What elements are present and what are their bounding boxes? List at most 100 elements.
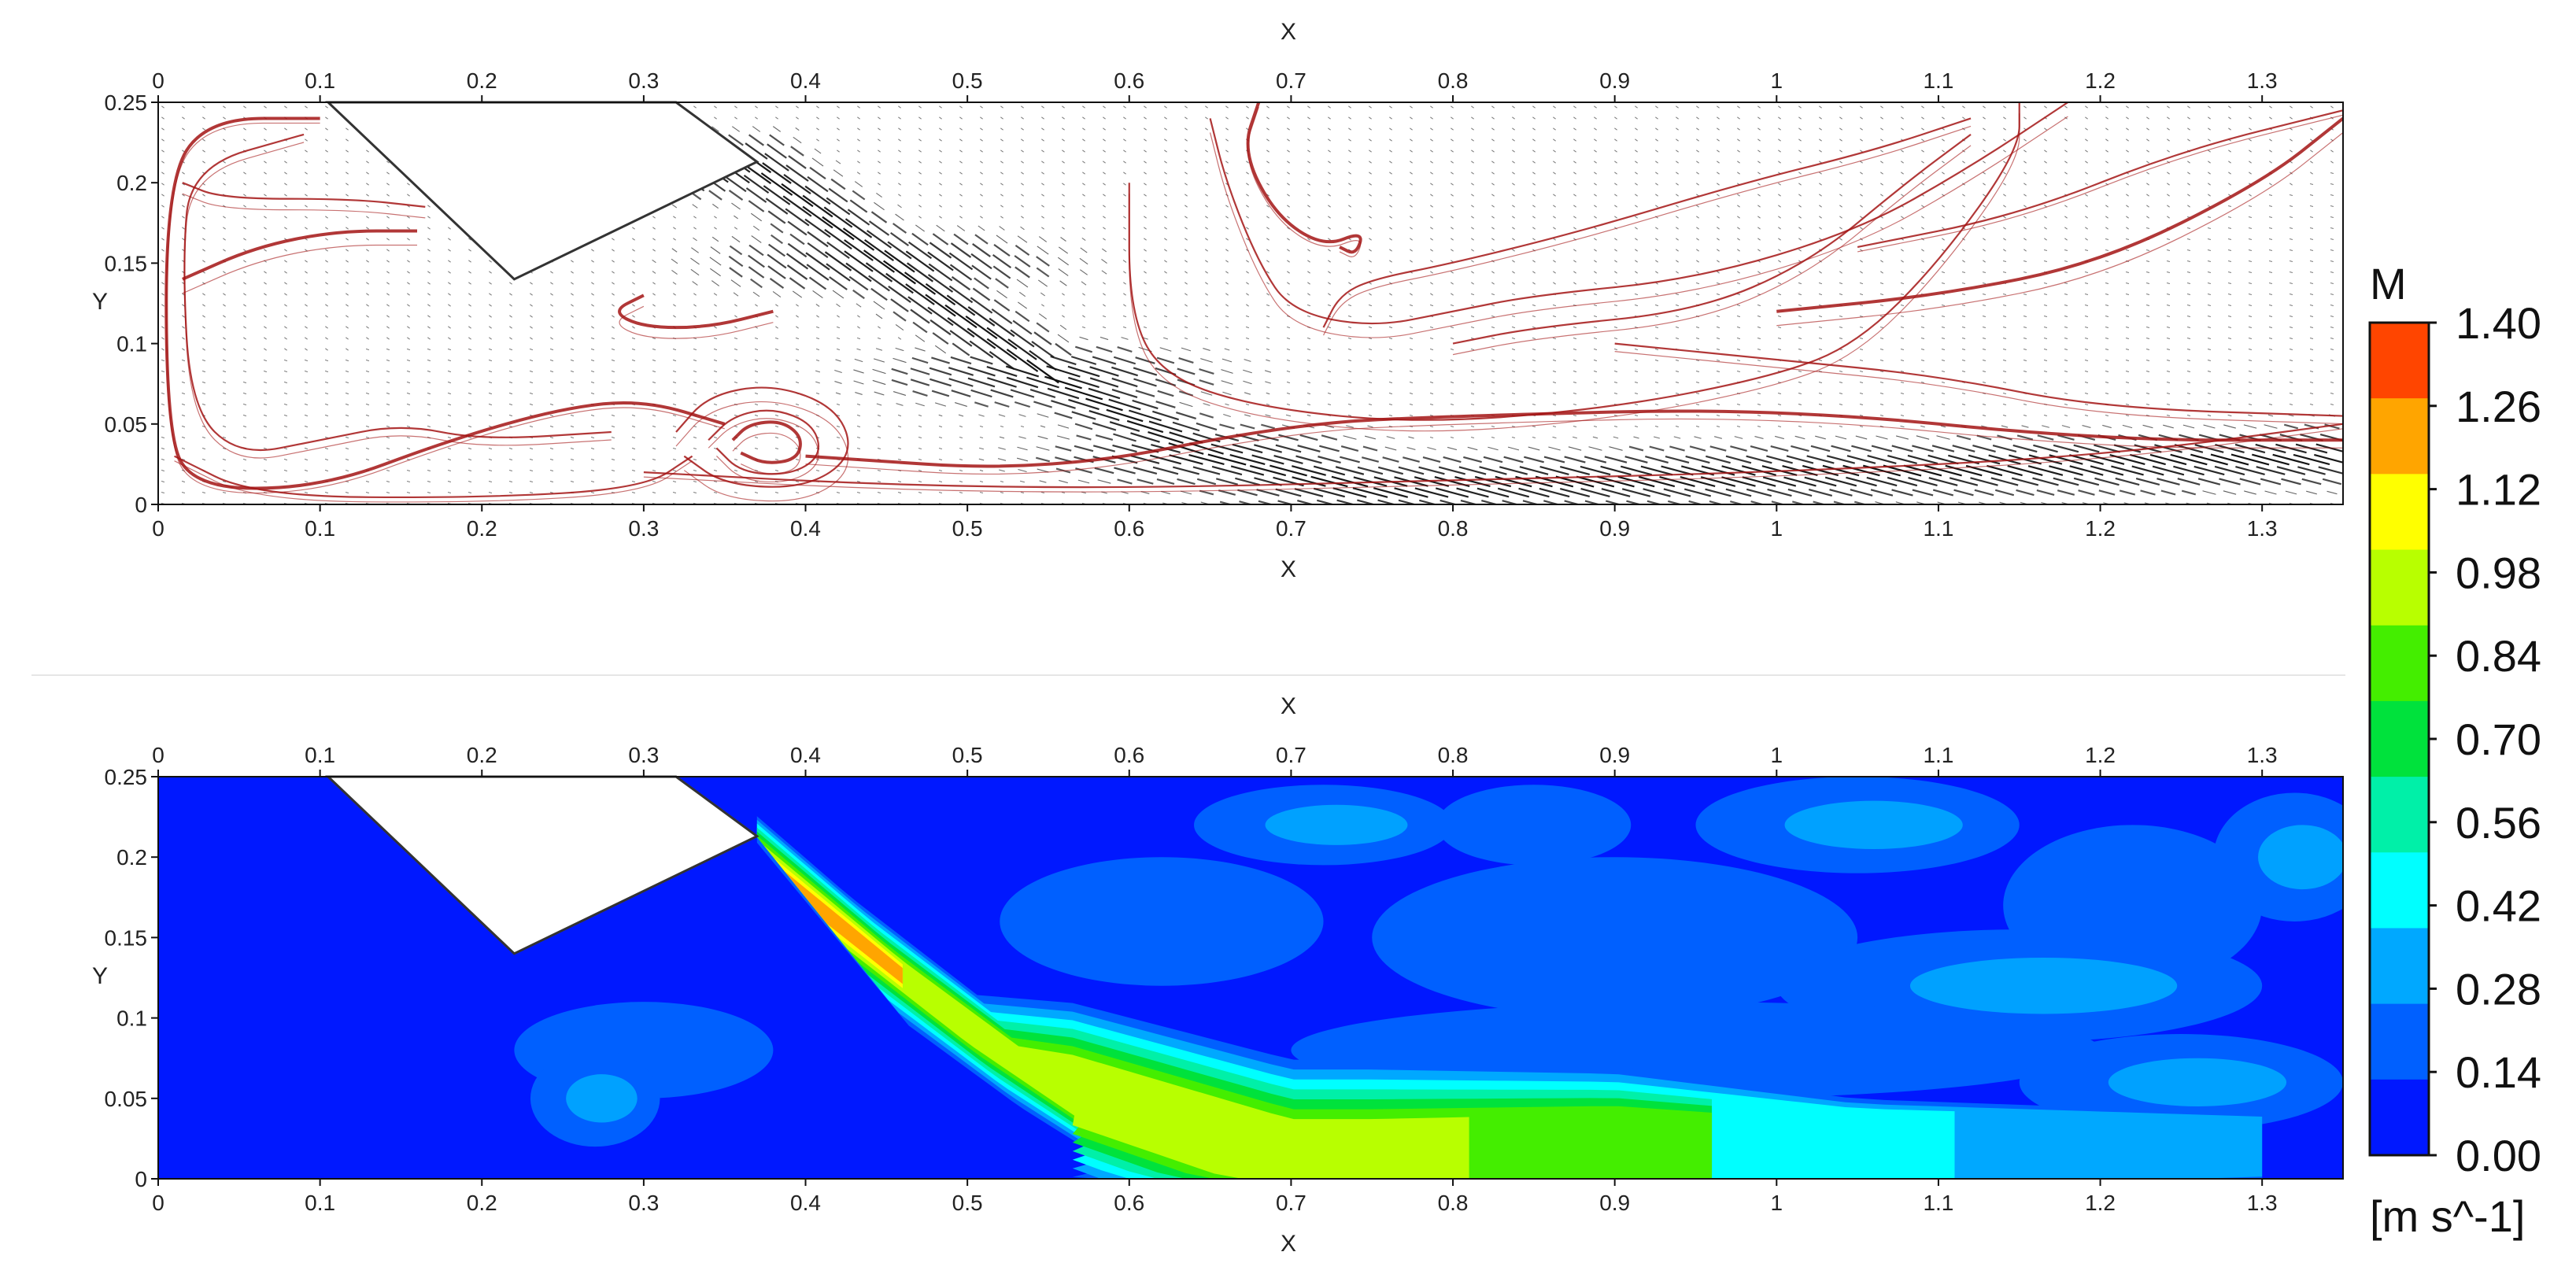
velocity-vector xyxy=(814,148,822,154)
velocity-vector xyxy=(2330,150,2334,153)
velocity-vector xyxy=(1037,435,1048,440)
velocity-vector xyxy=(2330,194,2334,197)
velocity-vector xyxy=(222,480,227,483)
velocity-vector xyxy=(1689,445,1706,452)
velocity-vector xyxy=(2064,216,2068,219)
velocity-vector xyxy=(1092,422,1117,431)
velocity-vector xyxy=(223,249,226,252)
velocity-vector xyxy=(2003,205,2006,208)
velocity-vector xyxy=(365,425,370,428)
velocity-vector xyxy=(1614,282,1617,285)
velocity-vector xyxy=(1580,465,1611,476)
velocity-vector xyxy=(772,126,782,132)
velocity-vector xyxy=(1062,116,1065,120)
velocity-vector xyxy=(2208,105,2211,109)
velocity-vector xyxy=(386,183,390,186)
velocity-vector xyxy=(693,293,697,296)
velocity-vector xyxy=(305,315,308,318)
velocity-vector xyxy=(1021,194,1024,197)
velocity-vector xyxy=(752,225,760,231)
velocity-vector xyxy=(2023,105,2027,109)
velocity-vector xyxy=(1185,271,1188,274)
velocity-vector xyxy=(1000,480,1004,483)
velocity-vector xyxy=(1880,249,1883,252)
velocity-vector xyxy=(877,480,881,483)
velocity-vector xyxy=(856,348,861,351)
velocity-vector xyxy=(1488,446,1499,451)
velocity-vector xyxy=(202,315,205,318)
streamline xyxy=(675,386,849,488)
velocity-vector xyxy=(1676,271,1679,274)
velocity-vector xyxy=(1430,161,1433,164)
velocity-vector xyxy=(1927,454,1959,465)
velocity-vector xyxy=(325,138,328,142)
velocity-vector xyxy=(1192,466,1221,475)
velocity-vector xyxy=(2193,465,2225,476)
colorbar-swatch xyxy=(2370,398,2429,475)
velocity-vector xyxy=(836,469,841,472)
velocity-vector xyxy=(1188,453,1225,466)
velocity-vector xyxy=(873,358,885,363)
velocity-vector xyxy=(1471,249,1474,252)
velocity-vector xyxy=(1331,475,1369,488)
velocity-vector xyxy=(1737,227,1740,230)
velocity-vector xyxy=(1058,268,1069,276)
velocity-vector xyxy=(980,105,983,109)
velocity-vector xyxy=(837,150,840,153)
velocity-vector xyxy=(1031,341,1055,358)
velocity-vector xyxy=(1798,105,1802,109)
velocity-vector xyxy=(2028,454,2063,465)
velocity-vector xyxy=(325,194,328,197)
velocity-vector xyxy=(1921,127,1924,131)
velocity-vector xyxy=(1103,282,1106,285)
velocity-vector xyxy=(1211,465,1243,476)
velocity-vector xyxy=(1757,205,1761,208)
velocity-vector xyxy=(1757,105,1761,109)
velocity-vector xyxy=(872,368,886,375)
velocity-vector xyxy=(1369,116,1372,120)
velocity-vector xyxy=(1901,260,1904,263)
velocity-vector xyxy=(1775,435,1784,440)
velocity-vector xyxy=(2057,434,2075,441)
velocity-vector xyxy=(1721,465,1756,476)
velocity-vector xyxy=(2003,127,2006,131)
velocity-vector xyxy=(876,192,882,198)
velocity-vector xyxy=(1016,457,1029,462)
velocity-vector xyxy=(1225,282,1229,285)
velocity-vector xyxy=(1778,105,1781,109)
velocity-vector xyxy=(1942,161,1945,164)
velocity-vector xyxy=(1819,216,1822,219)
velocity-vector xyxy=(2044,150,2047,153)
velocity-vector xyxy=(1467,446,1478,451)
streamline-strand xyxy=(708,418,819,483)
velocity-vector xyxy=(1491,425,1495,428)
velocity-vector xyxy=(1123,127,1126,131)
velocity-vector xyxy=(652,271,656,274)
velocity-vector xyxy=(223,138,226,142)
velocity-vector xyxy=(1225,271,1229,274)
velocity-vector xyxy=(1665,455,1690,464)
velocity-vector xyxy=(1348,271,1351,274)
velocity-vector xyxy=(1103,116,1106,120)
velocity-vector xyxy=(1573,227,1576,230)
velocity-vector xyxy=(1123,194,1126,197)
velocity-vector xyxy=(714,315,717,318)
velocity-vector xyxy=(2309,260,2314,263)
velocity-vector xyxy=(632,249,635,252)
velocity-vector xyxy=(1932,489,1954,497)
velocity-vector xyxy=(1328,161,1331,164)
velocity-vector xyxy=(264,138,267,142)
velocity-vector xyxy=(1062,161,1065,164)
velocity-vector xyxy=(1020,425,1025,428)
velocity-vector xyxy=(1037,279,1048,287)
velocity-vector xyxy=(346,293,349,296)
velocity-vector xyxy=(223,315,226,318)
velocity-vector xyxy=(386,425,390,428)
velocity-vector xyxy=(795,480,800,483)
velocity-vector xyxy=(1088,410,1120,421)
velocity-vector xyxy=(652,238,656,241)
velocity-vector xyxy=(895,213,904,221)
velocity-vector xyxy=(1041,116,1044,120)
velocity-vector xyxy=(1307,116,1310,120)
velocity-vector xyxy=(751,235,762,243)
